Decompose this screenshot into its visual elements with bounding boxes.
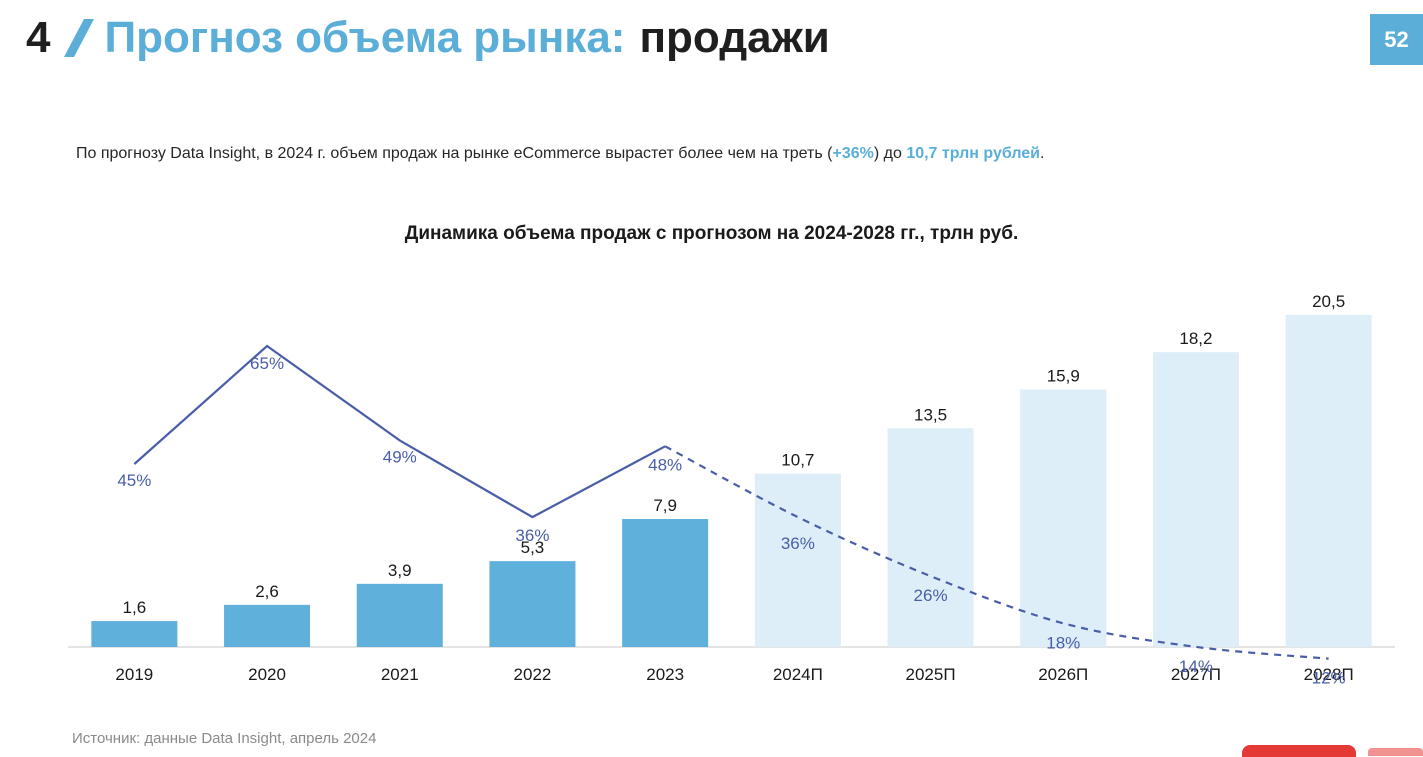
bar-label-2024П: 10,7 (781, 451, 814, 470)
x-tick-2024П: 2024П (773, 665, 823, 684)
x-tick-2019: 2019 (115, 665, 153, 684)
bar-label-2020: 2,6 (255, 582, 279, 601)
intro-part3: . (1040, 145, 1045, 162)
bar-label-2021: 3,9 (388, 561, 412, 580)
x-tick-2020: 2020 (248, 665, 286, 684)
bar-2021 (356, 583, 443, 647)
x-tick-2028П: 2028П (1304, 665, 1354, 684)
intro-growth: +36% (832, 145, 874, 162)
growth-label-2025П: 26% (914, 586, 948, 605)
bar-label-2026П: 15,9 (1047, 366, 1080, 385)
growth-label-2022: 36% (515, 526, 549, 545)
growth-line-actual (133, 344, 666, 519)
x-tick-2026П: 2026П (1038, 665, 1088, 684)
bar-2019 (91, 621, 178, 647)
x-tick-2027П: 2027П (1171, 665, 1221, 684)
bar-label-2028П: 20,5 (1312, 292, 1345, 311)
bar-2025П (887, 428, 974, 647)
bar-label-2023: 7,9 (653, 496, 677, 515)
growth-label-2026П: 18% (1046, 633, 1080, 652)
growth-label-2024П: 36% (781, 534, 815, 553)
growth-label-2021: 49% (383, 447, 417, 466)
growth-label-2027П: 14% (1179, 657, 1213, 676)
bar-2024П (754, 473, 841, 647)
bar-label-2019: 1,6 (123, 598, 147, 617)
x-tick-2021: 2021 (381, 665, 419, 684)
bar-2027П (1152, 352, 1239, 647)
growth-label-2020: 65% (250, 354, 284, 373)
corner-decoration-2 (1368, 748, 1423, 756)
chart-title: Динамика объема продаж с прогнозом на 20… (404, 223, 1019, 244)
page-title-blue: Прогноз объема рынка: (104, 13, 626, 62)
growth-label-2019: 45% (117, 471, 151, 490)
intro-text: По прогнозу Data Insight, в 2024 г. объе… (76, 145, 1044, 163)
bar-2022 (489, 561, 576, 647)
intro-volume: 10,7 трлн рублей (906, 145, 1041, 162)
bar-label-2022: 5,3 (521, 538, 545, 557)
bar-label-2025П: 13,5 (914, 405, 947, 424)
growth-label-2023: 48% (648, 455, 682, 474)
intro-part2: ) до (873, 145, 907, 162)
section-number: 4 (26, 13, 51, 62)
growth-label-2028П: 12% (1312, 669, 1346, 688)
bar-2026П (1020, 389, 1107, 647)
slash-icon (64, 19, 95, 57)
x-tick-2025П: 2025П (906, 665, 956, 684)
bar-2023 (622, 519, 709, 647)
growth-line-forecast (664, 445, 1329, 660)
bar-2028П (1285, 314, 1372, 647)
page-title-dark: продажи (639, 13, 830, 62)
corner-decoration (1242, 745, 1356, 757)
x-tick-2022: 2022 (514, 665, 552, 684)
slide-header: 4 Прогноз объема рынка: продажи (26, 8, 830, 68)
intro-part1: По прогнозу Data Insight, в 2024 г. объе… (76, 145, 833, 162)
bar-2020 (224, 604, 311, 647)
source-note: Источник: данные Data Insight, апрель 20… (72, 730, 377, 747)
page-number-badge: 52 (1370, 14, 1423, 65)
x-tick-2023: 2023 (646, 665, 684, 684)
bar-label-2027П: 18,2 (1179, 329, 1212, 348)
